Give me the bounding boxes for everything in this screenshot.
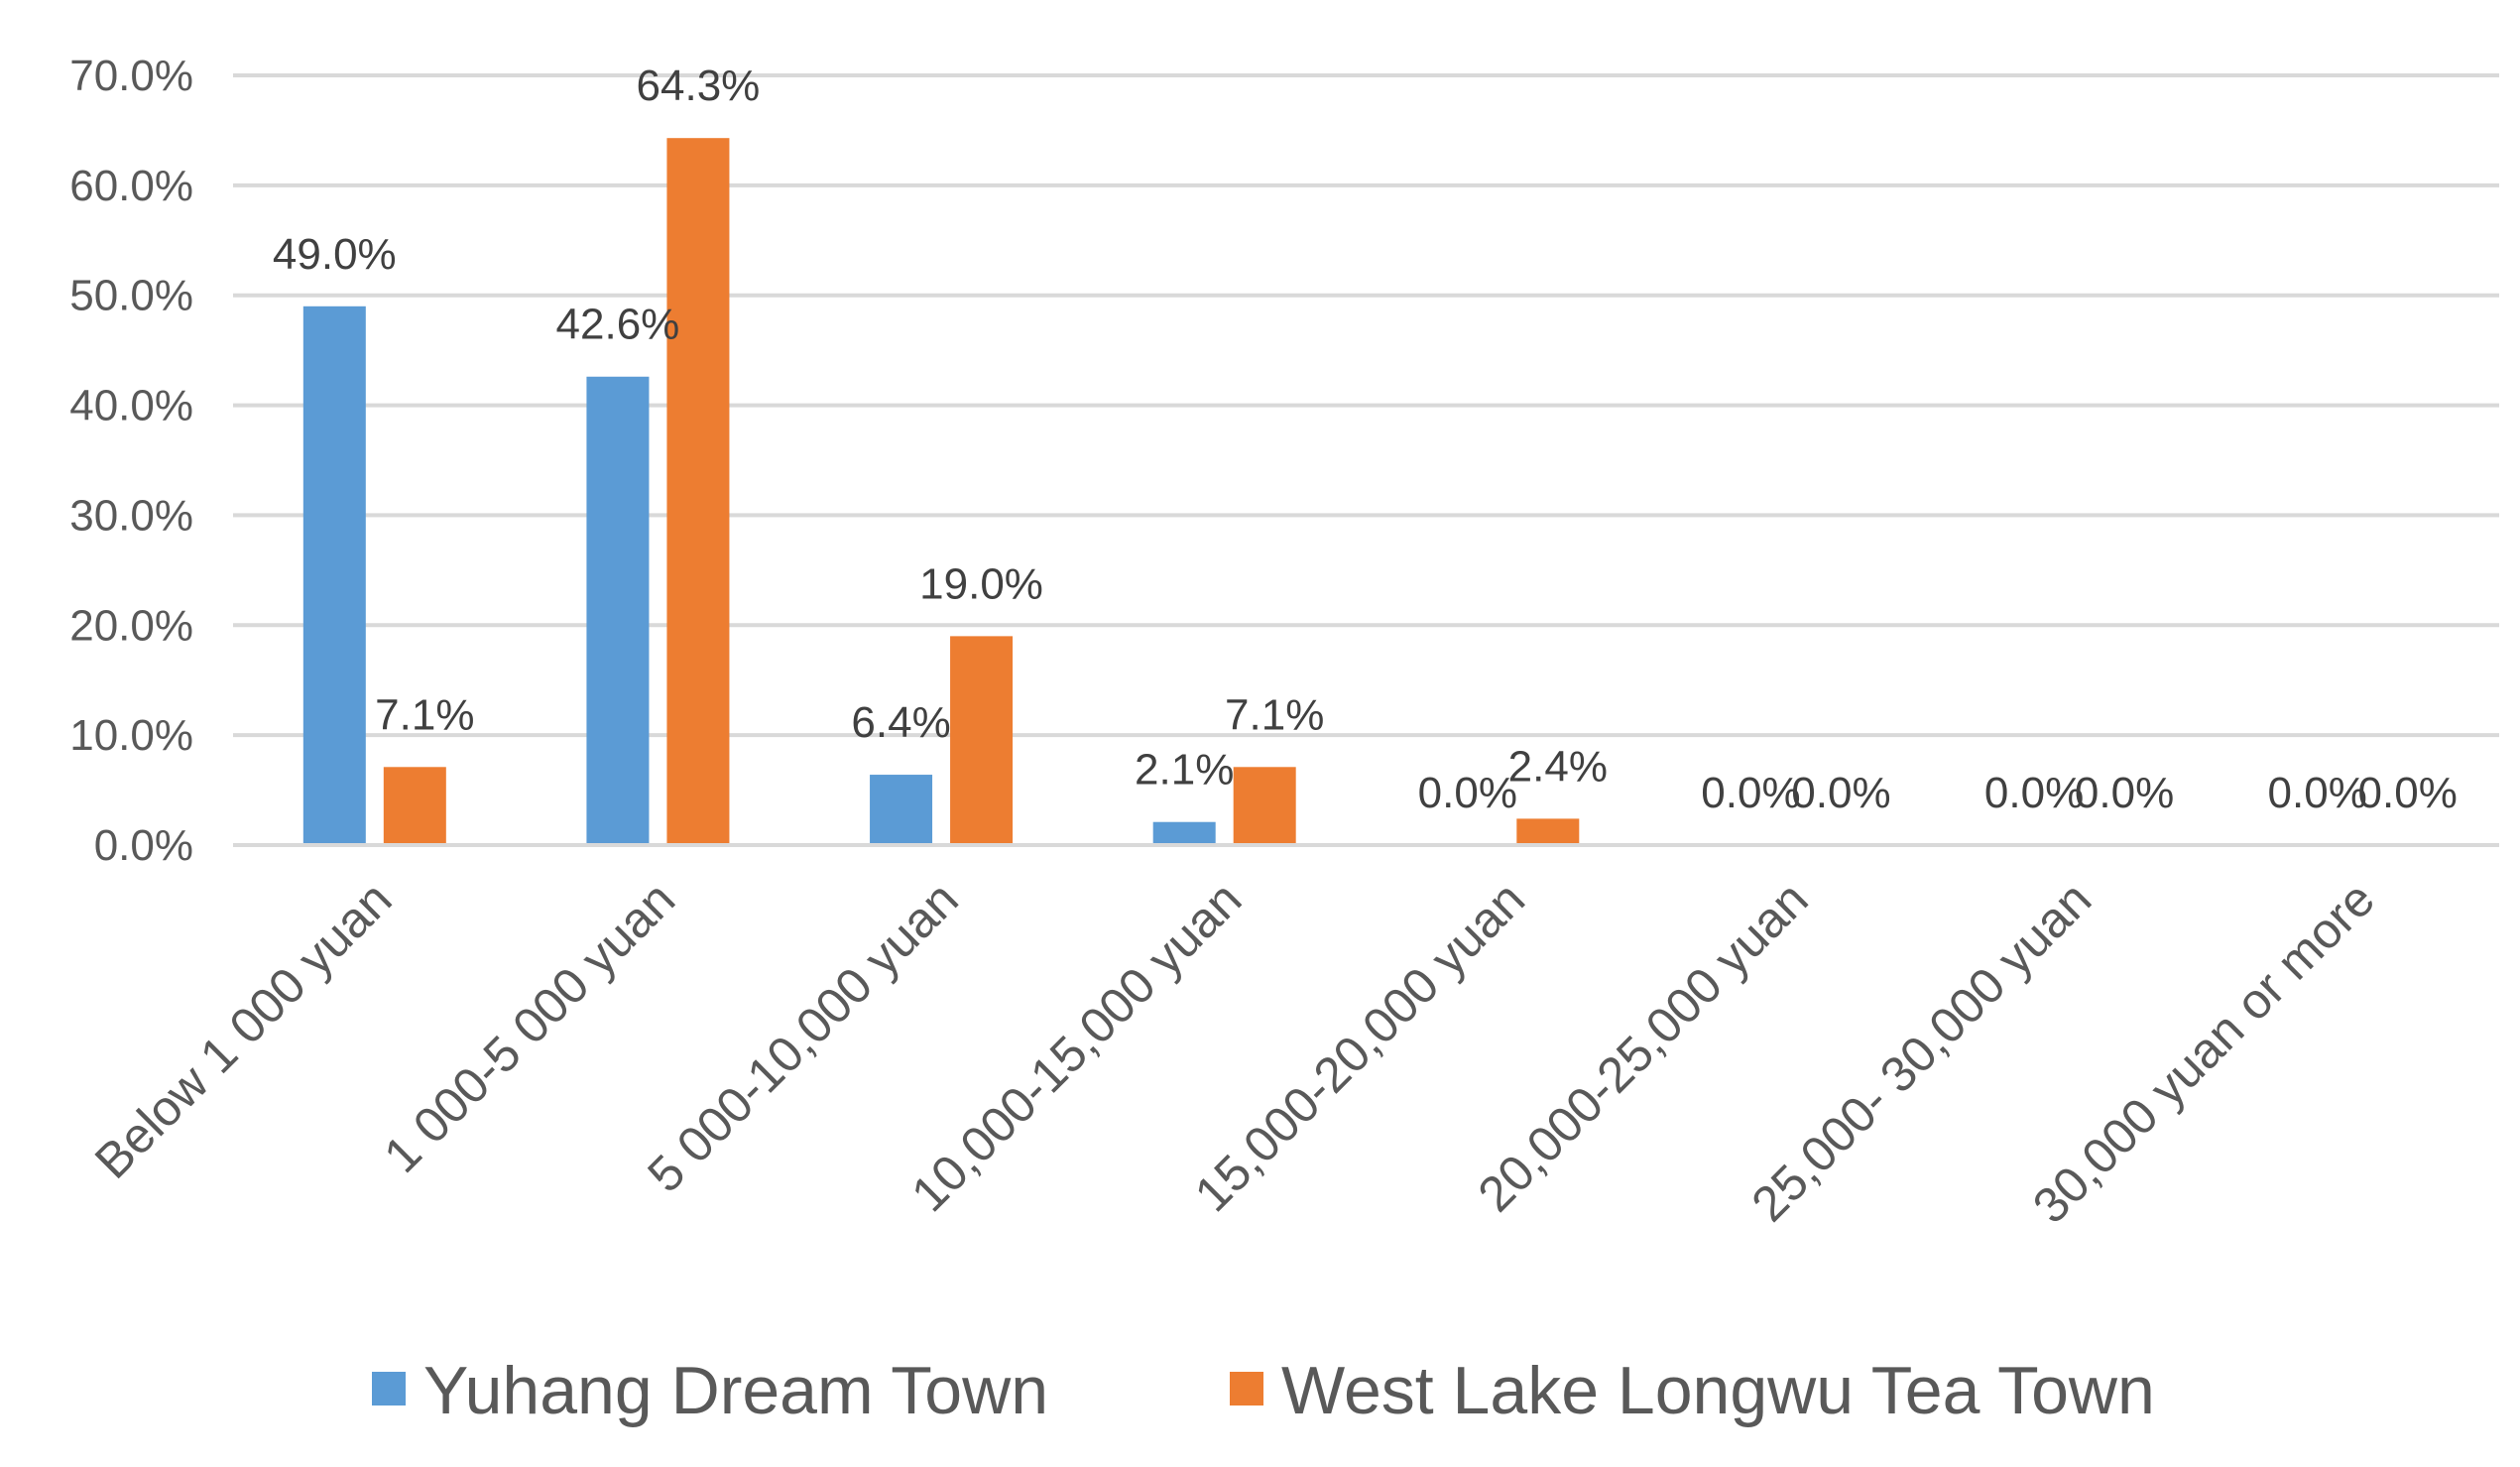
y-tick-label: 60.0% xyxy=(69,162,193,210)
data-label: 64.3% xyxy=(637,61,761,110)
data-label: 0.0% xyxy=(1791,769,1890,817)
bar-longwu xyxy=(1516,818,1580,845)
bar-longwu xyxy=(950,636,1014,845)
bar-longwu xyxy=(383,767,446,845)
x-category-label: 1 000-5 000 yuan xyxy=(373,871,685,1183)
y-tick-label: 40.0% xyxy=(69,382,193,430)
bar-yuhang xyxy=(870,775,933,845)
data-label: 0.0% xyxy=(1418,769,1517,817)
bar-yuhang xyxy=(302,306,366,845)
y-tick-label: 30.0% xyxy=(69,491,193,540)
bar-yuhang xyxy=(586,376,650,845)
data-labels: 49.0% 7.1% 42.6% 64.3% 6.4% 19.0% 2.1% 7.1% 0.0%… xyxy=(273,61,2458,817)
legend-entry: Yuhang Dream Town xyxy=(423,1353,1048,1428)
bars xyxy=(302,138,1580,845)
legend-entry: West Lake Longwu Tea Town xyxy=(1281,1353,2155,1428)
legend-swatch xyxy=(372,1372,406,1406)
data-label: 2.1% xyxy=(1135,746,1234,795)
data-label: 0.0% xyxy=(1701,769,1800,817)
y-axis-tick-labels: 0.0% 10.0% 20.0% 30.0% 40.0% 50.0% 60.0% 70.0% xyxy=(69,52,193,870)
y-tick-label: 70.0% xyxy=(69,52,193,100)
data-label: 0.0% xyxy=(2075,769,2174,817)
x-category-label: 5 000-10,000 yuan xyxy=(637,871,968,1202)
data-label: 6.4% xyxy=(851,698,950,747)
y-tick-label: 10.0% xyxy=(69,711,193,760)
data-label: 7.1% xyxy=(1225,690,1324,739)
gridlines xyxy=(233,73,2499,738)
y-tick-label: 0.0% xyxy=(94,821,193,870)
y-tick-label: 20.0% xyxy=(69,601,193,650)
bar-longwu xyxy=(1233,767,1296,845)
data-label: 19.0% xyxy=(919,559,1043,608)
bar-yuhang xyxy=(1152,821,1216,845)
data-label: 7.1% xyxy=(375,690,474,739)
data-label: 2.4% xyxy=(1508,742,1608,791)
data-label: 49.0% xyxy=(273,230,397,279)
data-label: 42.6% xyxy=(556,301,680,349)
bar-longwu xyxy=(666,138,730,845)
x-category-label: Below 1 000 yuan xyxy=(84,871,403,1189)
legend-swatch xyxy=(1230,1372,1263,1406)
legend: Yuhang Dream Town West Lake Longwu Tea To… xyxy=(372,1353,2155,1428)
y-tick-label: 50.0% xyxy=(69,272,193,320)
data-label: 0.0% xyxy=(2358,769,2458,817)
data-label: 0.0% xyxy=(2268,769,2367,817)
data-label: 0.0% xyxy=(1984,769,2084,817)
